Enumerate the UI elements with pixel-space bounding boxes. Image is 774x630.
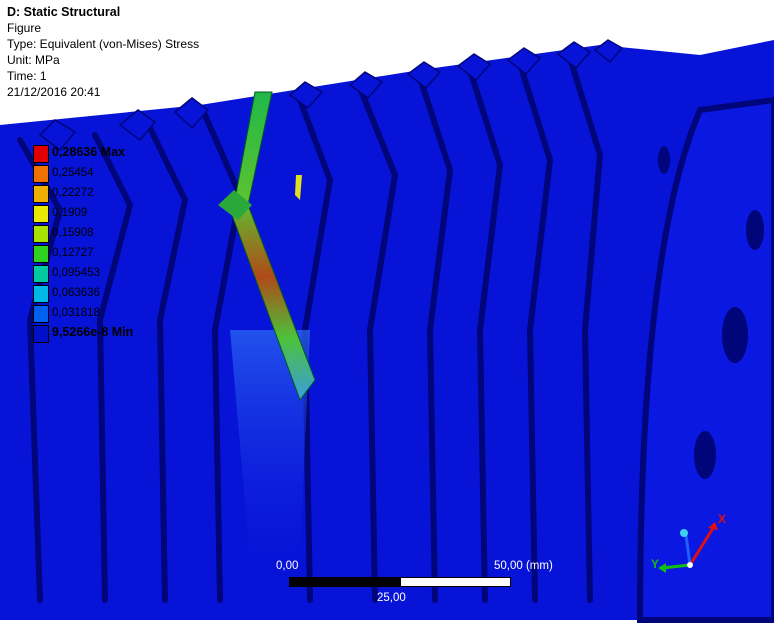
scale-label-end: 50,00 (mm) [494,560,553,572]
legend-max-label: 0,28636 Max [52,145,125,159]
result-info: D: Static Structural Figure Type: Equiva… [7,4,199,100]
legend-swatch [33,325,49,343]
info-date: 21/12/2016 20:41 [7,85,101,99]
info-figure: Figure [7,21,42,35]
legend-swatch [33,285,49,303]
legend-swatch [33,305,49,323]
legend-value-label: 0,063636 [52,287,100,299]
legend-swatch [33,185,49,203]
stressed-fin-shadow [230,330,310,560]
scale-bar-white [400,577,511,587]
fin-teeth [38,39,624,152]
legend-swatch [33,265,49,283]
end-disc [636,96,774,623]
info-unit: Unit: MPa [7,53,60,67]
scale-label-mid: 25,00 [377,592,406,604]
legend-value-label: 0,12727 [52,247,94,259]
legend-value-label: 0,15908 [52,227,94,239]
legend-swatch [33,205,49,223]
legend-swatch [33,245,49,263]
legend-swatch [33,225,49,243]
info-time: Time: 1 [7,69,47,83]
triad-x-label: X [718,512,727,526]
legend-swatch [33,145,49,163]
scale-label-start: 0,00 [276,560,299,572]
legend-value-label: 0,22272 [52,187,94,199]
legend-min-label: 9,5266e-8 Min [52,325,134,339]
model-body [0,40,774,620]
analysis-title: D: Static Structural [7,5,121,19]
legend-value-label: 0,1909 [52,207,88,219]
info-type: Type: Equivalent (von-Mises) Stress [7,37,200,51]
legend-value-label: 0,095453 [52,267,100,279]
scale-bar-black [289,577,400,587]
legend-value-label: 0,031818 [52,307,100,319]
legend-swatch [33,165,49,183]
triad-y-label: Y [651,557,660,571]
legend-value-label: 0,25454 [52,167,94,179]
